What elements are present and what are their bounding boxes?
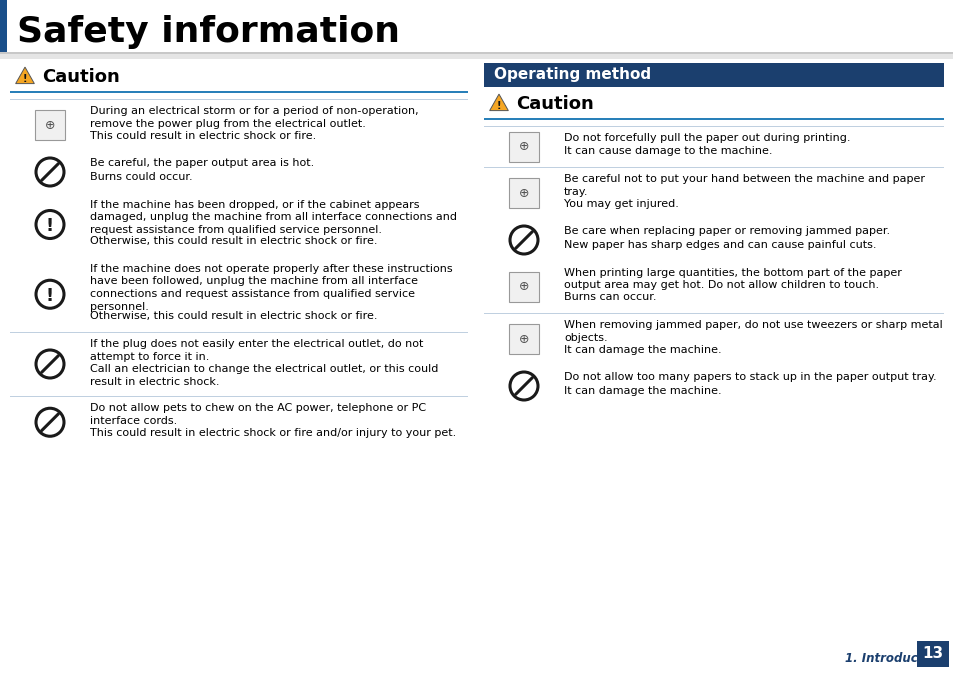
Bar	[483, 167, 943, 168]
Bar	[10, 332, 468, 333]
Text: Safety information: Safety information	[17, 16, 399, 49]
Bar	[916, 641, 948, 667]
Polygon shape	[15, 67, 34, 84]
Bar	[10, 192, 468, 193]
Text: !: !	[46, 287, 54, 304]
Text: Be care when replacing paper or removing jammed paper.: Be care when replacing paper or removing…	[563, 227, 889, 236]
Text: This could result in electric shock or fire.: This could result in electric shock or f…	[90, 131, 315, 141]
Bar	[10, 396, 468, 397]
Text: Be careful not to put your hand between the machine and paper
tray.: Be careful not to put your hand between …	[563, 174, 924, 197]
Text: Caution: Caution	[42, 68, 120, 86]
Text: You may get injured.: You may get injured.	[563, 199, 679, 209]
Bar	[483, 365, 943, 367]
Text: New paper has sharp edges and can cause painful cuts.: New paper has sharp edges and can cause …	[563, 240, 876, 250]
Bar	[10, 448, 468, 450]
Bar	[483, 406, 943, 407]
Bar	[0, 0, 7, 52]
Bar	[483, 118, 943, 119]
Text: It can damage the machine.: It can damage the machine.	[563, 386, 720, 396]
Polygon shape	[489, 94, 508, 111]
Bar	[10, 91, 468, 92]
Bar	[0, 52, 953, 53]
Text: 1. Introduction: 1. Introduction	[844, 651, 943, 664]
Text: Be careful, the paper output area is hot.: Be careful, the paper output area is hot…	[90, 159, 314, 169]
Text: Burns could occur.: Burns could occur.	[90, 172, 193, 182]
Text: ⊕: ⊕	[518, 187, 529, 200]
Text: It can cause damage to the machine.: It can cause damage to the machine.	[563, 146, 772, 157]
Bar	[10, 256, 468, 257]
Text: !: !	[497, 101, 500, 111]
Bar	[10, 99, 468, 100]
Bar	[483, 313, 943, 314]
Bar	[0, 53, 953, 59]
Text: During an electrical storm or for a period of non-operation,
remove the power pl: During an electrical storm or for a peri…	[90, 106, 418, 129]
Text: ⊕: ⊕	[518, 280, 529, 293]
Text: ⊕: ⊕	[45, 119, 55, 132]
Text: When removing jammed paper, do not use tweezers or sharp metal
objects.: When removing jammed paper, do not use t…	[563, 320, 942, 343]
Text: Otherwise, this could result in electric shock or fire.: Otherwise, this could result in electric…	[90, 311, 377, 321]
Text: !: !	[23, 74, 28, 84]
Text: !: !	[46, 217, 54, 235]
Bar	[483, 219, 943, 220]
Text: Otherwise, this could result in electric shock or fire.: Otherwise, this could result in electric…	[90, 236, 377, 246]
Text: If the plug does not easily enter the electrical outlet, do not
attempt to force: If the plug does not easily enter the el…	[90, 339, 423, 362]
Text: 13: 13	[922, 647, 943, 662]
Text: Burns can occur.: Burns can occur.	[563, 292, 656, 302]
Text: Do not allow pets to chew on the AC power, telephone or PC
interface cords.: Do not allow pets to chew on the AC powe…	[90, 403, 426, 426]
Text: It can damage the machine.: It can damage the machine.	[563, 345, 720, 355]
Text: Caution: Caution	[516, 95, 593, 113]
Bar	[509, 324, 538, 354]
Bar	[483, 126, 943, 127]
Text: If the machine has been dropped, or if the cabinet appears
damaged, unplug the m: If the machine has been dropped, or if t…	[90, 200, 456, 235]
Bar	[10, 151, 468, 153]
Text: ⊕: ⊕	[518, 333, 529, 346]
Bar	[509, 132, 538, 161]
Text: Do not forcefully pull the paper out during printing.: Do not forcefully pull the paper out dur…	[563, 133, 850, 143]
Text: This could result in electric shock or fire and/or injury to your pet.: This could result in electric shock or f…	[90, 428, 456, 438]
Text: ⊕: ⊕	[518, 140, 529, 153]
Text: Do not allow too many papers to stack up in the paper output tray.: Do not allow too many papers to stack up…	[563, 373, 936, 383]
Bar	[509, 178, 538, 209]
Text: If the machine does not operate properly after these instructions
have been foll: If the machine does not operate properly…	[90, 263, 452, 312]
Bar	[35, 110, 65, 140]
Bar	[509, 272, 538, 302]
Text: When printing large quantities, the bottom part of the paper
output area may get: When printing large quantities, the bott…	[563, 267, 901, 290]
Bar	[483, 63, 943, 87]
Text: Operating method: Operating method	[494, 68, 651, 82]
Text: Call an electrician to change the electrical outlet, or this could
result in ele: Call an electrician to change the electr…	[90, 364, 438, 387]
